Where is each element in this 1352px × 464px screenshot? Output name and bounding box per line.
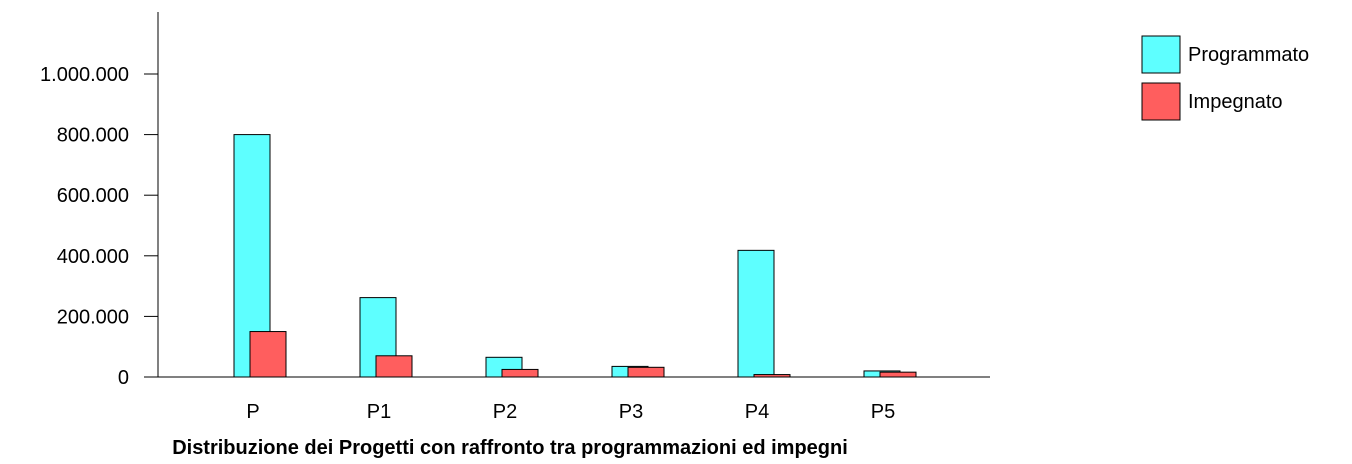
y-tick-label: 200.000 [57, 306, 129, 328]
chart-bars [233, 134, 917, 378]
chart-legend: Programmato Impegnato [1141, 35, 1309, 121]
x-tick-label: P2 [493, 401, 517, 423]
bar-impegnato-p [249, 331, 287, 378]
y-tick-label: 1.000.000 [40, 64, 129, 86]
bar-programmato-p4 [737, 249, 775, 378]
x-tick-label: P4 [745, 401, 769, 423]
x-tick-label: P5 [871, 401, 895, 423]
bar-impegnato-p5 [879, 371, 917, 378]
chart-axes [157, 12, 990, 378]
bar-impegnato-p4 [753, 374, 791, 378]
x-tick-label: P [246, 401, 259, 423]
y-tick-label: 400.000 [57, 246, 129, 268]
x-tick-label: P3 [619, 401, 643, 423]
chart-title: Distribuzione dei Progetti con raffronto… [172, 437, 848, 459]
bar-impegnato-p2 [501, 368, 539, 378]
y-tick-label: 800.000 [57, 125, 129, 147]
bar-impegnato-p3 [627, 366, 665, 378]
x-axis-labels: P P1 P2 P3 P4 P5 [246, 401, 895, 423]
legend-swatch-programmato [1141, 35, 1181, 74]
x-tick-label: P1 [367, 401, 391, 423]
y-tick-label: 0 [118, 367, 129, 389]
y-axis-ticks: 0 200.000 400.000 600.000 800.000 1.000.000 [40, 64, 158, 389]
bar-impegnato-p1 [375, 355, 413, 378]
legend-swatch-impegnato [1141, 82, 1181, 121]
legend-label-programmato: Programmato [1188, 44, 1309, 66]
legend-label-impegnato: Impegnato [1188, 91, 1283, 113]
y-tick-label: 600.000 [57, 185, 129, 207]
